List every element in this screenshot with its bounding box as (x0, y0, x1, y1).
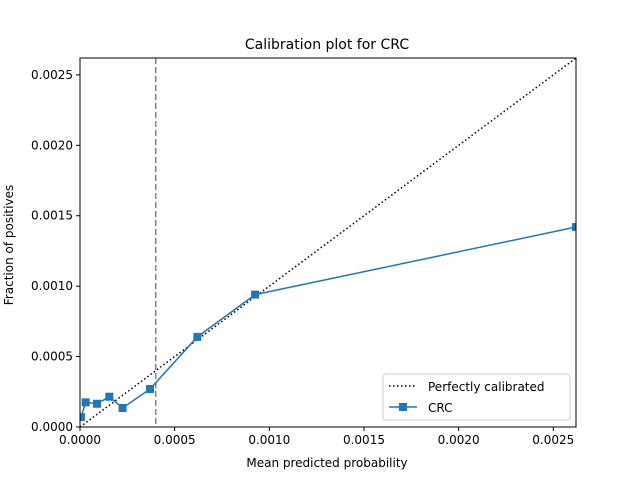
x-axis-label: Mean predicted probability (246, 456, 407, 470)
data-point (118, 403, 127, 412)
x-tick-label: 0.0000 (59, 433, 101, 447)
x-tick-label: 0.0015 (343, 433, 385, 447)
legend-label-series: CRC (428, 401, 453, 415)
data-point (81, 398, 90, 407)
reference-line (80, 58, 576, 427)
y-axis-label: Fraction of positives (2, 185, 16, 305)
x-tick-label: 0.0020 (438, 433, 480, 447)
legend: Perfectly calibrated CRC (382, 373, 571, 421)
plot-frame (79, 57, 577, 428)
y-tick-label: 0.0010 (31, 279, 73, 293)
y-tick-label: 0.0015 (31, 209, 73, 223)
chart-title: Calibration plot for CRC (245, 37, 409, 53)
data-point (105, 392, 114, 401)
y-tick-label: 0.0020 (31, 138, 73, 152)
y-tick-label: 0.0000 (31, 420, 73, 434)
plot-area (79, 57, 577, 428)
data-point (80, 413, 85, 422)
x-tick-label: 0.0010 (248, 433, 290, 447)
legend-series-marker (399, 403, 407, 411)
data-point (146, 384, 155, 393)
x-axis: 0.0000 0.0005 0.0010 0.0015 0.0020 0.0025 (59, 427, 574, 447)
data-point (193, 332, 202, 341)
y-axis: 0.0000 0.0005 0.0010 0.0015 0.0020 0.0025 (31, 68, 80, 434)
x-tick-label: 0.0005 (154, 433, 196, 447)
data-point (251, 290, 260, 299)
data-point (572, 223, 576, 232)
legend-label-reference: Perfectly calibrated (428, 380, 545, 394)
legend-frame (382, 373, 571, 421)
y-tick-label: 0.0025 (31, 68, 73, 82)
x-tick-label: 0.0025 (532, 433, 574, 447)
data-point (93, 399, 102, 408)
y-tick-label: 0.0005 (31, 350, 73, 364)
